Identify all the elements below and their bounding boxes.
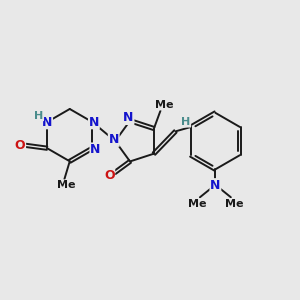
Text: O: O (15, 139, 26, 152)
Text: N: N (90, 143, 100, 156)
Text: N: N (210, 179, 220, 192)
Text: H: H (181, 117, 190, 127)
Text: Me: Me (57, 180, 75, 190)
Text: N: N (109, 133, 119, 146)
Text: O: O (104, 169, 115, 182)
Text: Me: Me (225, 199, 243, 209)
Text: N: N (89, 116, 99, 129)
Text: H: H (34, 110, 44, 121)
Text: N: N (42, 116, 52, 129)
Text: Me: Me (155, 100, 173, 110)
Text: N: N (123, 111, 134, 124)
Text: Me: Me (188, 199, 206, 209)
